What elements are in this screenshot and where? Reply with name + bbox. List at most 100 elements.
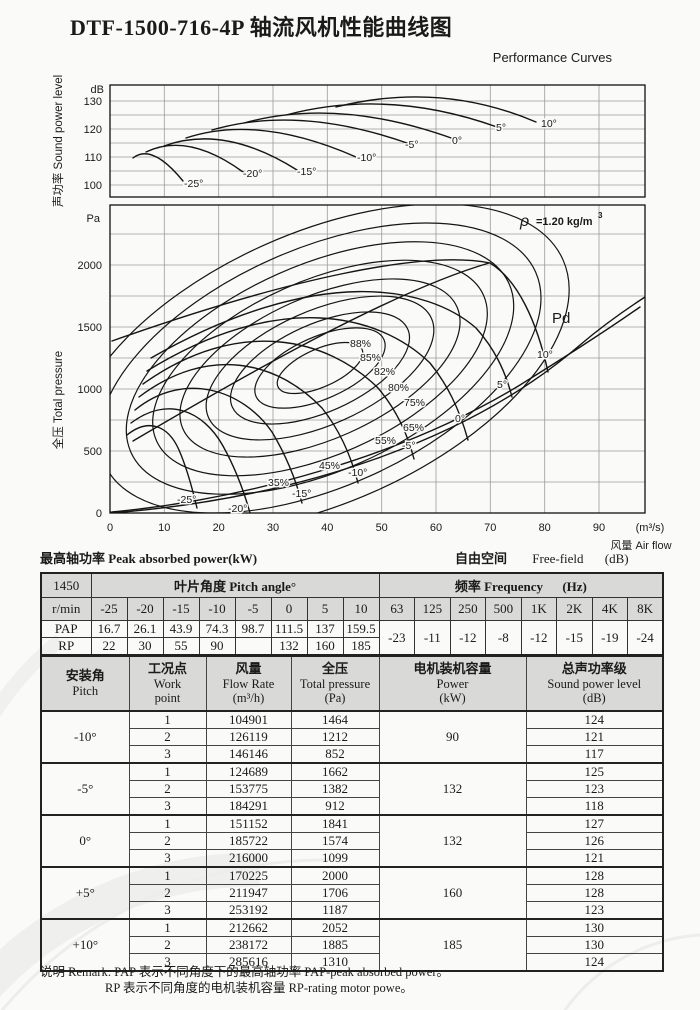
angle-label: -15° [292,488,311,500]
freq-col: 125 [414,597,451,621]
pitch-col: 10 [342,597,380,621]
work-point: 3 [128,849,207,868]
pitch-col: -10 [198,597,236,621]
flow-rate: 216000 [205,849,292,868]
table-row: 2 126119 1212 121 [41,728,664,746]
rp-value: 185 [342,637,380,656]
flow-rate: 124689 [205,762,292,781]
sound-chart: dB 130 120 110 100 声功率 Sound power level… [51,75,646,207]
work-point: 2 [128,728,207,746]
xtick: 40 [321,522,333,534]
work-point-header: 工况点 Work point [128,655,207,712]
density-sup: 3 [598,211,603,220]
work-point: 2 [128,884,207,902]
flow-rate: 153775 [205,780,292,798]
flow-rate: 104901 [205,710,292,729]
eff-label: 80% [388,382,409,394]
flow-rate: 151152 [205,814,292,833]
freq-value: -12 [449,620,487,656]
flow-rate: 285616 [205,953,292,972]
eff-label: 82% [374,366,395,378]
x-unit: (m³/s) [636,522,665,534]
header-unit: (kW) [439,690,466,705]
work-point: 3 [128,901,207,920]
table-row: 2 185722 1574 126 [41,832,664,850]
xtick: 70 [484,522,496,534]
sound-ytick: 120 [84,124,102,136]
density-rho: ρ [519,213,529,230]
angle-label: -20° [228,503,247,515]
flow-rate: 212662 [205,918,292,937]
frequency-header: 频率 Frequency (Hz) [378,572,664,598]
header-en: Sound power level [547,676,642,691]
pap-value: 111.5 [270,620,308,638]
table-header-row: 安装角 Pitch 工况点 Work point 风量 Flow Rate (m… [40,655,664,712]
pitch-col: -5 [234,597,272,621]
eff-label: 85% [360,352,381,364]
rp-value [234,637,272,656]
sound-ytick: 130 [84,96,102,108]
page-subtitle: Performance Curves [492,50,612,65]
xtick: 80 [539,522,551,534]
curve-label: 10° [541,118,557,130]
flow-rate: 238172 [205,936,292,954]
freq-col: 2K [556,597,593,621]
sound-power: 118 [525,797,664,816]
rp-value: 90 [198,637,236,656]
frequency-unit: (Hz) [562,579,587,594]
eff-label: 35% [268,477,289,489]
pitch-col: -25 [90,597,128,621]
table-row: 3 285616 1310 124 [41,953,664,972]
rp-value: 22 [90,637,128,656]
work-point: 2 [128,832,207,850]
table-row: 3 216000 1099 121 [41,849,664,868]
efficiency-contours [110,205,570,513]
xtick: 50 [376,522,388,534]
eff-label: 88% [350,338,371,350]
sound-curves [132,96,537,182]
remark-line-2: RP 表示不同角度的电机装机容量 RP-rating motor powe。 [105,981,413,996]
xtick: 90 [593,522,605,534]
table-row: +10° 1 212662 2052 185 130 [40,918,664,972]
peak-power-caption: 最高轴功率 Peak absorbed power(kW) [40,548,257,567]
page-title: DTF-1500-716-4P 轴流风机性能曲线图 [70,15,453,40]
pressure-xticks: 0 10 20 30 40 50 60 70 80 90 (m³/s) 风量 A… [107,522,672,552]
table-row: 2 211947 1706 128 [41,884,664,902]
table-row: 2 238172 1885 130 [41,936,664,954]
header-cn: 全压 [321,661,348,677]
freq-col: 1K [520,597,558,621]
curve-label: -10° [357,152,376,164]
freq-col: 8K [627,597,664,621]
sound-power: 121 [525,849,664,868]
total-pressure: 1574 [290,832,380,850]
free-field-cn: 自由空间 [455,551,508,566]
pap-value: 43.9 [162,620,200,638]
angle-label: 5° [497,379,507,391]
sound-ytick: 110 [84,152,102,164]
eff-label: 75% [404,397,425,409]
table-row: r/min -25 -20 -15 -10 -5 0 5 10 63 125 2… [40,597,664,621]
pressure-unit: Pa [87,213,101,225]
table-row: 1450 叶片角度 Pitch angle° 频率 Frequency (Hz) [40,572,664,598]
pressure-ytick: 500 [84,446,102,458]
flow-rate: 146146 [205,745,292,764]
sound-unit: dB [91,84,104,96]
freq-value: -23 [378,620,416,656]
flow-rate: 184291 [205,797,292,816]
free-field-unit: (dB) [604,551,629,566]
total-pressure: 1310 [290,953,380,972]
curve-label: 5° [496,122,506,134]
curve-label: -5° [405,139,419,151]
sound-curve-labels: -25° -20° -15° -10° -5° 0° 5° 10° [183,117,559,192]
remark-line-1: 说明 Remark: PAP 表示不同角度下的最高轴功率 PAP-peak ab… [40,965,450,979]
sound-chart-border [109,84,646,198]
table-row: RP 22 30 55 90 132 160 185 [40,637,663,656]
eff-label: 45% [319,460,340,472]
flow-rate-header: 风量 Flow Rate (m³/h) [205,655,292,712]
sound-power: 127 [525,814,664,833]
sound-ytick: 100 [84,180,102,192]
pressure-curves [111,259,645,513]
freq-value: -8 [485,620,522,656]
freq-value: -19 [591,620,629,656]
sound-power-header: 总声功率级 Sound power level (dB) [525,655,664,712]
